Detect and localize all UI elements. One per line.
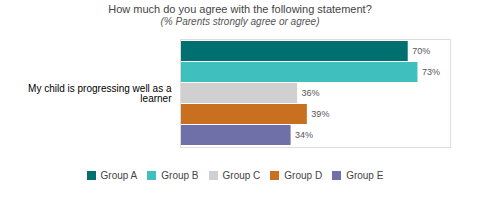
- html-text:Group D: Group D: [284, 170, 323, 181]
- html-text:Group B: Group B: [161, 170, 199, 181]
- svg-text:36%: 36%: [302, 88, 320, 98]
- html-text:How much do you agree with the: How much do you agree with the following…: [108, 3, 372, 15]
- svg-text:70%: 70%: [412, 46, 430, 56]
- html-text:Group E: Group E: [346, 170, 384, 181]
- svg-text:73%: 73%: [422, 67, 440, 77]
- svg-text:My child is progressing well a: My child is progressing well as a learne…: [28, 83, 172, 104]
- html-text:(% Parents strongly agree or a: (% Parents strongly agree or agree): [160, 16, 320, 27]
- svg-text:39%: 39%: [311, 109, 329, 119]
- html-text:Group C: Group C: [222, 170, 261, 181]
- html-text:Group A: Group A: [100, 170, 138, 181]
- svg-text:34%: 34%: [295, 130, 313, 140]
